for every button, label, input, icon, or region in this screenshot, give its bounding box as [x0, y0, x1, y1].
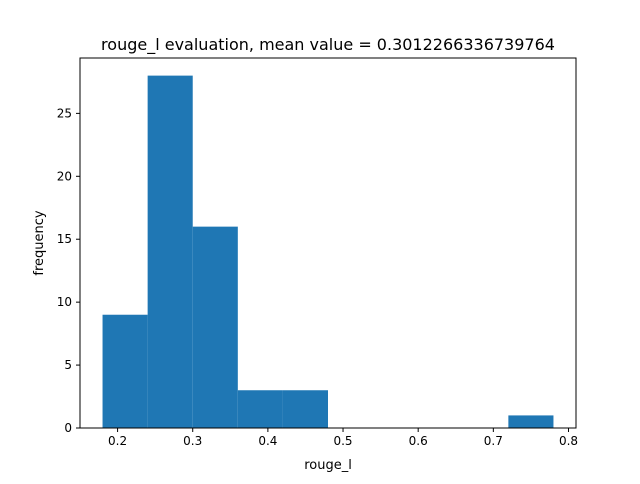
chart-title: rouge_l evaluation, mean value = 0.30122…: [101, 35, 555, 55]
x-tick-label: 0.5: [333, 434, 352, 448]
y-axis-ticks: 0 5 10 15 20 25: [57, 106, 80, 435]
y-tick-label: 15: [57, 232, 72, 246]
y-tick-label: 25: [57, 106, 72, 120]
y-tick-label: 20: [57, 169, 72, 183]
bars-group: [102, 75, 554, 428]
histogram-bar: [237, 390, 283, 428]
x-tick-label: 0.4: [258, 434, 277, 448]
y-tick-label: 10: [57, 295, 72, 309]
y-tick-label: 5: [64, 358, 72, 372]
x-axis-ticks: 0.2 0.3 0.4 0.5 0.6 0.7 0.8: [108, 428, 578, 448]
axes-frame: [79, 57, 577, 429]
y-axis-label: frequency: [32, 210, 47, 276]
histogram-bar: [102, 314, 148, 428]
x-tick-label: 0.2: [108, 434, 127, 448]
x-axis-label: rouge_l: [304, 458, 352, 473]
x-tick-label: 0.6: [409, 434, 428, 448]
histogram-bar: [147, 75, 193, 428]
histogram-bar: [192, 226, 238, 428]
histogram-bar: [282, 390, 328, 428]
y-tick-label: 0: [64, 421, 72, 435]
x-tick-label: 0.8: [559, 434, 578, 448]
x-tick-label: 0.7: [484, 434, 503, 448]
histogram-bar: [508, 415, 554, 428]
x-tick-label: 0.3: [183, 434, 202, 448]
